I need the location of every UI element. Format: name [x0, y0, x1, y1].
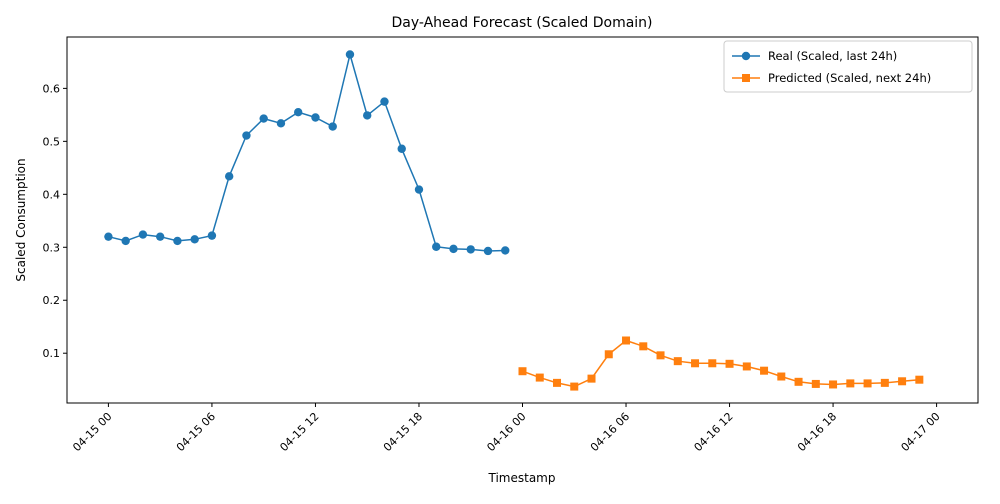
- y-tick-label: 0.5: [43, 135, 61, 148]
- data-point-square: [604, 350, 613, 359]
- legend-box: [723, 40, 973, 93]
- data-point-square: [570, 382, 579, 391]
- x-axis-label: Timestamp: [488, 471, 556, 485]
- data-point-circle: [345, 50, 355, 59]
- data-point-circle: [294, 108, 303, 117]
- data-point-square: [777, 372, 786, 381]
- y-tick-label: 0.3: [43, 241, 61, 254]
- data-point-square: [708, 359, 717, 368]
- data-point-circle: [173, 236, 182, 246]
- data-point-square: [863, 379, 872, 388]
- data-point-square: [742, 362, 751, 371]
- y-tick-label: 0.4: [43, 188, 61, 201]
- data-point-circle: [328, 122, 337, 131]
- data-point-square: [673, 357, 682, 366]
- legend: Real (Scaled, last 24h) Predicted (Scaled…: [723, 40, 973, 93]
- legend-item: Predicted (Scaled, next 24h): [732, 71, 931, 85]
- x-tick-label: 04-15 00: [70, 410, 114, 454]
- data-point-circle: [449, 244, 458, 254]
- data-point-square: [691, 359, 700, 368]
- data-point-circle: [311, 113, 320, 122]
- data-point-circle: [432, 242, 441, 251]
- data-point-square: [639, 342, 648, 351]
- x-tick-label: 04-17 00: [899, 410, 943, 454]
- legend-marker-square: [742, 74, 750, 82]
- data-point-circle: [397, 144, 406, 153]
- series-1: [104, 50, 510, 256]
- data-point-circle: [466, 245, 475, 254]
- data-point-circle: [224, 172, 234, 181]
- y-tick-label: 0.2: [43, 294, 61, 307]
- x-tick-label: 04-16 12: [691, 410, 735, 454]
- series-2: [518, 336, 924, 391]
- x-tick-label: 04-15 12: [277, 410, 321, 454]
- data-point-circle: [501, 246, 510, 255]
- data-point-circle: [483, 246, 493, 256]
- data-point-square: [915, 375, 924, 384]
- data-point-square: [794, 377, 803, 386]
- data-point-circle: [276, 119, 286, 128]
- data-point-square: [725, 359, 734, 368]
- legend-label: Predicted (Scaled, next 24h): [768, 71, 931, 85]
- data-point-circle: [121, 236, 130, 246]
- data-point-circle: [259, 114, 268, 123]
- x-tick-label: 04-16 00: [484, 410, 528, 454]
- data-point-circle: [363, 111, 372, 120]
- x-tick-label: 04-16 06: [588, 410, 632, 454]
- data-point-circle: [104, 232, 113, 241]
- y-axis-label: Scaled Consumption: [14, 158, 28, 281]
- x-tick-label: 04-15 18: [381, 410, 425, 454]
- data-point-circle: [138, 230, 148, 239]
- data-point-square: [880, 378, 889, 387]
- data-point-square: [656, 351, 665, 360]
- x-tick-label: 04-15 06: [174, 410, 218, 454]
- data-point-square: [811, 379, 820, 388]
- data-point-square: [553, 378, 562, 387]
- data-point-circle: [380, 97, 389, 106]
- y-tick-label: 0.1: [43, 347, 61, 360]
- series-line: [108, 51, 506, 252]
- series-line: [522, 339, 920, 388]
- y-tick-label: 0.6: [43, 82, 61, 95]
- data-point-circle: [155, 232, 165, 241]
- legend-item: Real (Scaled, last 24h): [732, 49, 897, 63]
- data-point-circle: [190, 235, 199, 244]
- legend-marker-circle: [741, 51, 751, 61]
- data-point-square: [535, 373, 544, 382]
- y-axis: 0.1 0.2 0.3 0.4 0.5 0.6: [43, 82, 67, 360]
- data-point-square: [587, 374, 596, 383]
- chart-title: Day-Ahead Forecast (Scaled Domain): [391, 15, 652, 31]
- data-point-square: [898, 377, 907, 386]
- data-point-square: [760, 366, 769, 375]
- data-point-circle: [414, 185, 424, 194]
- x-tick-label: 04-16 18: [795, 410, 839, 454]
- series-layer: [104, 50, 924, 391]
- x-axis: 04-15 00 04-15 06 04-15 12 04-15 18 04-16 00…: [70, 403, 943, 454]
- data-point-square: [518, 367, 527, 376]
- data-point-circle: [207, 231, 217, 240]
- data-point-square: [829, 380, 838, 389]
- data-point-square: [622, 336, 631, 345]
- legend-label: Real (Scaled, last 24h): [768, 49, 897, 63]
- data-point-square: [846, 379, 855, 388]
- data-point-circle: [242, 131, 251, 140]
